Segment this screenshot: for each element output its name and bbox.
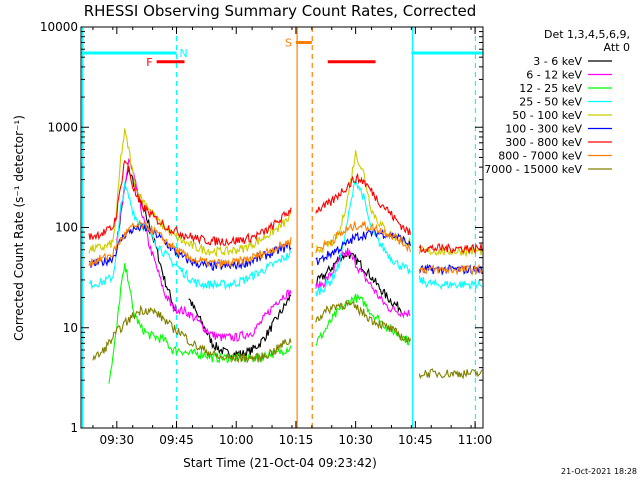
annotation-label-4: S [285,37,292,50]
series-line-6 [88,159,483,255]
legend-label-2: 12 - 25 keV [519,82,582,95]
legend-label-1: 6 - 12 keV [526,69,582,82]
legend-label-8: 7000 - 15000 keV [484,163,582,176]
x-tick-label-2: 10:00 [219,433,254,447]
x-tick-label-1: 09:45 [159,433,194,447]
legend-label-0: 3 - 6 keV [533,55,582,68]
series-line-8 [92,299,483,380]
x-axis-label: Start Time (21-Oct-04 09:23:42) [183,456,377,470]
legend-label-6: 300 - 800 keV [505,136,582,149]
series-line-3 [88,179,483,297]
y-tick-label-2: 100 [55,221,78,235]
chart-title: RHESSI Observing Summary Count Rates, Co… [84,2,477,20]
x-tick-label-0: 09:30 [100,433,135,447]
legend-header-line-1: Det 1,3,4,5,6,9, [544,28,630,41]
series-line-7 [88,219,483,277]
x-tick-label-4: 10:30 [338,433,373,447]
legend-label-4: 50 - 100 keV [512,109,582,122]
legend-label-5: 100 - 300 keV [505,123,582,136]
y-tick-label-1: 10 [63,321,78,335]
y-tick-label-4: 10000 [40,20,78,34]
axis-ticks: 09:30 09:45 10:00 10:15 10:30 10:45 11:00 1 10 10… [40,20,493,447]
x-tick-label-5: 10:45 [398,433,433,447]
x-tick-label-6: 11:00 [458,433,493,447]
y-tick-label-3: 1000 [47,120,78,134]
annotation-label-2: F [146,56,152,69]
y-tick-label-0: 1 [70,421,78,435]
legend-label-3: 25 - 50 keV [519,96,582,109]
annotation-label-0: N [180,47,188,60]
legend-header-line-2: Att 0 [604,41,630,54]
y-axis-label: Corrected Count Rate (s⁻¹ detector⁻¹) [12,115,26,341]
timestamp-footer: 21-Oct-2021 18:28 [561,467,637,476]
x-tick-label-3: 10:15 [279,433,314,447]
plot-area: N F S [81,27,483,429]
legend-label-7: 800 - 7000 keV [498,150,582,163]
